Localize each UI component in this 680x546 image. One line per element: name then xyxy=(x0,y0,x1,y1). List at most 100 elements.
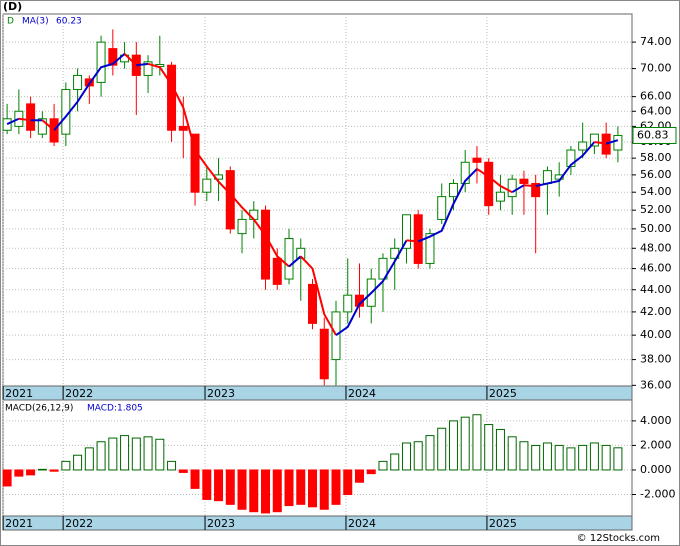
macd-bar xyxy=(378,460,388,471)
macd-bar xyxy=(495,428,505,471)
macd-bar xyxy=(249,469,259,513)
candle-body xyxy=(542,170,552,184)
panel-value: MACD:1.805 xyxy=(87,404,143,414)
macd-bar xyxy=(354,469,364,483)
candle-body xyxy=(495,191,505,202)
legend-ma: MA(3) xyxy=(22,17,49,27)
x-tick-label: 2022 xyxy=(65,517,93,530)
macd-bar xyxy=(167,460,177,471)
plot-area xyxy=(2,13,633,387)
y-tick-label: 46.00 xyxy=(640,262,672,275)
candle-body xyxy=(613,134,623,151)
panel-title: MACD(26,12,9) xyxy=(5,404,73,414)
ma-line xyxy=(136,62,149,67)
macd-bar xyxy=(319,469,329,510)
ma-line xyxy=(335,239,408,336)
x-tick-label: 2021 xyxy=(5,517,33,530)
macd-bar xyxy=(73,454,83,471)
macd-bar xyxy=(237,469,247,510)
macd-bar xyxy=(37,468,47,471)
macd-bar xyxy=(578,444,588,471)
macd-bar xyxy=(2,469,12,487)
macd-bar xyxy=(542,442,552,471)
candle-body xyxy=(331,311,341,361)
candle-body xyxy=(225,170,235,230)
candle-body xyxy=(531,182,541,198)
y-tick-label: 74.00 xyxy=(640,35,672,48)
legend-symbol: D xyxy=(7,17,14,27)
x-tick-label: 2024 xyxy=(348,517,376,530)
macd-bar xyxy=(484,424,494,471)
ma-line xyxy=(523,184,536,188)
candle-body xyxy=(73,74,83,90)
candle-body xyxy=(2,118,12,131)
candle-body xyxy=(284,237,294,280)
macd-bar xyxy=(143,436,153,471)
y-tick-label: 42.00 xyxy=(640,305,672,318)
macd-bar xyxy=(413,441,423,471)
legend-ma-value: 60.23 xyxy=(56,17,82,27)
candle-body xyxy=(437,196,447,220)
macd-bar xyxy=(84,447,94,471)
ma-line xyxy=(41,119,55,132)
candle-body xyxy=(425,233,435,264)
candle-body xyxy=(272,257,282,285)
candle-body xyxy=(578,141,588,151)
ma-line xyxy=(406,239,419,243)
ma-line xyxy=(605,139,619,145)
candle-body xyxy=(237,218,247,235)
time-strip xyxy=(2,385,633,401)
candle-body xyxy=(601,133,611,155)
macd-bar xyxy=(366,469,376,475)
x-tick-label: 2025 xyxy=(489,517,517,530)
candle-body xyxy=(343,294,353,313)
y-tick-label: 2.000 xyxy=(640,438,672,451)
candle-body xyxy=(484,161,494,207)
macd-bar xyxy=(601,444,611,471)
x-tick-label: 2025 xyxy=(489,387,517,400)
macd-bar xyxy=(554,444,564,471)
macd-bar xyxy=(272,469,282,513)
macd-bar xyxy=(437,427,447,471)
candle-body xyxy=(413,214,423,264)
macd-bar xyxy=(49,469,59,472)
macd-bar xyxy=(343,469,353,496)
macd-bar xyxy=(566,447,576,471)
macd-bar xyxy=(460,416,470,471)
candle-body xyxy=(96,41,106,83)
x-tick-label: 2022 xyxy=(65,387,93,400)
candle-body xyxy=(319,328,329,380)
y-tick-label: 4.000 xyxy=(640,414,672,427)
ma-line xyxy=(417,168,478,243)
candle-body xyxy=(308,283,318,324)
x-tick-label: 2023 xyxy=(207,517,235,530)
y-tick-label: 56.00 xyxy=(640,168,672,181)
ma-line xyxy=(300,255,337,336)
macd-bar xyxy=(61,460,71,471)
y-tick-label: 38.00 xyxy=(640,353,672,366)
y-tick-label: 52.00 xyxy=(640,203,672,216)
candle-body xyxy=(507,178,517,198)
macd-bar xyxy=(472,414,482,471)
last-price-box xyxy=(632,126,677,144)
ma-line xyxy=(53,53,126,131)
candle-body xyxy=(108,48,118,66)
x-tick-label: 2024 xyxy=(348,387,376,400)
macd-bar xyxy=(308,469,318,508)
macd-bar xyxy=(14,469,24,477)
candle-body xyxy=(26,103,36,131)
y-tick-label: 50.00 xyxy=(640,222,672,235)
candle-body xyxy=(178,125,188,131)
ma-line xyxy=(18,117,31,122)
candle-body xyxy=(460,161,470,184)
candle-body xyxy=(519,178,529,184)
macd-bar xyxy=(214,469,224,502)
macd-bar xyxy=(401,442,411,471)
watermark: © 12Stocks.com xyxy=(577,533,660,544)
candle-body xyxy=(143,61,153,76)
ma-line xyxy=(535,141,596,188)
macd-bar xyxy=(519,441,529,471)
macd-bar xyxy=(202,469,212,500)
ma-line xyxy=(511,184,525,194)
